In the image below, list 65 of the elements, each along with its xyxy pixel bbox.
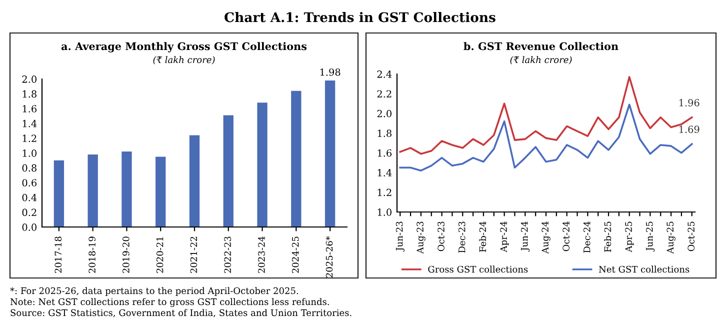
source-note: Source: GST Statistics, Government of India, States and Union Territories. — [10, 309, 352, 318]
data-label: 1.69 — [679, 126, 700, 134]
x-tick-label: Aug-23 — [416, 222, 426, 254]
bar — [54, 160, 64, 227]
y-tick-label: 1.8 — [378, 130, 392, 137]
x-tick-label: Dec-24 — [583, 221, 590, 253]
y-tick-label: 2.0 — [22, 75, 36, 83]
text: Chart A.1: Trends in GST Collections — [224, 12, 496, 22]
y-tick-label: 0.0 — [22, 223, 36, 231]
bar — [88, 154, 98, 227]
bar — [122, 152, 132, 227]
x-tick-label: 2019-20 — [122, 236, 130, 273]
y-tick-label: 0.6 — [22, 179, 37, 186]
legend-label: Gross GST collections — [428, 266, 528, 273]
y-tick-label: 2.0 — [377, 110, 392, 118]
chart-subtitle: (₹ lakh crore) — [510, 56, 572, 64]
x-tick-label: Apr-24 — [500, 221, 509, 252]
x-tick-label: 2024-25 — [292, 236, 299, 273]
bar — [156, 156, 166, 227]
y-tick-label: 1.2 — [22, 134, 36, 142]
chart-title: a. Average Monthly Gross GST Collections — [61, 42, 307, 52]
x-tick-label: Jun-25 — [646, 222, 655, 252]
y-tick-label: 1.2 — [378, 188, 392, 196]
bar — [223, 115, 234, 227]
y-tick-label: 0.4 — [22, 194, 37, 202]
y-tick-label: 1.8 — [22, 90, 36, 98]
x-tick-label: Oct-25 — [688, 222, 694, 252]
x-tick-label: Aug-24 — [542, 221, 550, 254]
x-tick-label: Jun-23 — [396, 222, 404, 252]
x-tick-label: 2018-19 — [88, 236, 96, 273]
x-tick-label: Aug-25 — [666, 222, 676, 254]
text: Note: Net GST collections refer to gross GST collections less refunds. — [10, 298, 329, 308]
y-tick-label: 0.8 — [22, 164, 36, 172]
x-tick-label: Oct-24 — [562, 221, 570, 252]
chart-title: b. GST Revenue Collection — [464, 42, 618, 50]
x-tick-label: 2017-18 — [54, 236, 62, 273]
x-tick-label: 2021-22 — [190, 236, 198, 273]
y-tick-label: 1.6 — [22, 105, 37, 112]
x-tick-label: Jun-24 — [520, 221, 530, 252]
y-tick-label: 1.4 — [22, 120, 37, 128]
x-tick-label: Dec-23 — [458, 222, 466, 253]
y-tick-label: 1.0 — [22, 149, 36, 157]
text: *: For 2025-26, data pertains to the period April-October 2025. — [10, 287, 298, 296]
y-tick-label: 1.0 — [378, 208, 392, 216]
data-label: 1.96 — [679, 99, 700, 106]
data-label: 1.98 — [320, 68, 340, 76]
bar — [257, 102, 268, 227]
y-tick-label: 1.6 — [378, 149, 392, 157]
x-tick-label: Apr-25 — [625, 222, 634, 252]
x-tick-label: 2023-24 — [258, 236, 265, 273]
y-tick-label: 1.4 — [378, 169, 392, 176]
y-tick-label: 2.4 — [377, 70, 392, 78]
x-tick-label: 2020-21 — [156, 237, 164, 273]
y-tick-label: 2.2 — [377, 90, 392, 98]
bar — [189, 135, 200, 227]
bar — [324, 80, 336, 227]
chart-subtitle: (₹ lakh crore) — [153, 56, 215, 64]
x-tick-label: 2025-26* — [326, 236, 333, 278]
legend-label: Net GST collections — [598, 266, 690, 273]
x-tick-label: Feb-25 — [604, 222, 612, 252]
x-tick-label: Feb-24 — [479, 221, 486, 252]
x-tick-label: Oct-23 — [438, 222, 444, 252]
x-tick-label: 2022-23 — [224, 236, 232, 273]
y-tick-label: 0.2 — [22, 208, 36, 216]
bar — [291, 90, 302, 227]
